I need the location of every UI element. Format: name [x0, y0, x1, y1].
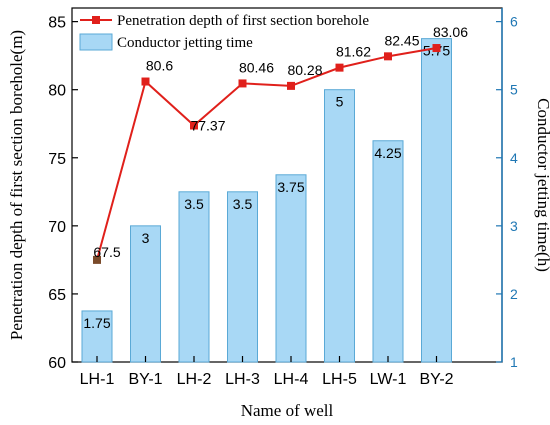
right-tick-label: 5: [510, 82, 518, 98]
line-label-LH-4: 80.28: [287, 62, 322, 78]
left-tick-label: 80: [48, 83, 66, 100]
legend-bar-swatch: [79, 33, 113, 51]
bar-label-LH-4: 3.75: [277, 179, 304, 195]
left-tick-label: 75: [48, 151, 66, 168]
bar-BY-2: [421, 38, 452, 363]
legend-line-marker: [92, 16, 100, 24]
line-label-BY-2: 83.06: [433, 24, 468, 40]
bar-LH-3: [227, 191, 258, 363]
right-axis-ticks: 1 2 3 4 5 6: [496, 14, 518, 370]
x-tick-label: LH-4: [274, 371, 309, 388]
bar-LH-1: [81, 310, 113, 363]
line-point-LH-1: [93, 255, 101, 264]
bar-LH-2: [178, 191, 210, 363]
x-axis-title: Name of well: [241, 401, 334, 420]
line-label-LW-1: 82.45: [384, 32, 419, 48]
x-tick-label: LH-2: [177, 371, 212, 388]
right-tick-label: 1: [510, 354, 518, 370]
bar-label-LH-1: 1.75: [83, 315, 110, 331]
x-axis-ticks: LH-1 BY-1 LH-2 LH-3 LH-4 LH-5 LW-1 BY-2: [80, 356, 454, 388]
x-tick-label: LW-1: [370, 371, 407, 388]
line-series: [93, 44, 441, 264]
line-point-LH-3: [238, 79, 247, 88]
line-point-LH-5: [335, 63, 344, 72]
bar-label-LH-5: 5: [336, 94, 344, 110]
right-tick-label: 3: [510, 218, 518, 234]
line-point-LH-4: [287, 81, 295, 90]
legend-line-label: Penetration depth of first section boreh…: [117, 13, 369, 29]
y-axis-title: Penetration depth of first section boreh…: [7, 30, 26, 340]
line-label-LH-1: 67.5: [93, 244, 120, 260]
line-path: [96, 47, 437, 261]
bar-series: [81, 38, 452, 363]
line-point-LH-2: [190, 121, 198, 130]
left-axis-ticks: 60 65 70 75 80 85: [48, 15, 78, 372]
bar-label-BY-1: 3: [142, 230, 150, 246]
bar-label-LH-3: 3.5: [233, 196, 253, 212]
x-tick-label: LH-3: [225, 371, 260, 388]
x-tick-label: LH-5: [322, 371, 357, 388]
x-tick-label: BY-2: [419, 371, 453, 388]
bar-LH-5: [324, 89, 355, 363]
left-tick-label: 65: [48, 287, 66, 304]
bar-label-LH-2: 3.5: [184, 196, 204, 212]
right-tick-label: 4: [510, 150, 518, 166]
left-tick-label: 85: [48, 15, 66, 32]
right-tick-label: 6: [510, 14, 518, 30]
line-label-LH-3: 80.46: [239, 59, 274, 75]
x-tick-label: BY-1: [128, 371, 162, 388]
line-labels: 67.5 80.6 77.37 80.46 80.28 81.62 82.45 83.06: [93, 24, 468, 260]
x-tick-label: LH-1: [80, 371, 115, 388]
line-point-LW-1: [384, 52, 392, 61]
left-tick-label: 60: [48, 355, 66, 372]
bar-label-LW-1: 4.25: [374, 145, 401, 161]
legend-bar-label: Conductor jetting time: [117, 35, 253, 51]
legend: Penetration depth of first section boreh…: [79, 13, 369, 51]
bar-LW-1: [372, 140, 404, 363]
line-label-LH-2: 77.37: [190, 118, 225, 134]
bar-BY-1: [130, 225, 161, 363]
line-point-BY-1: [141, 77, 150, 86]
line-label-BY-1: 80.6: [146, 58, 173, 74]
bar-LH-4: [275, 174, 307, 363]
y2-axis-title: Conductor jetting time(h): [534, 98, 550, 272]
right-tick-label: 2: [510, 286, 518, 302]
left-tick-label: 70: [48, 219, 66, 236]
line-point-BY-2: [432, 44, 441, 53]
line-label-LH-5: 81.62: [336, 44, 371, 60]
